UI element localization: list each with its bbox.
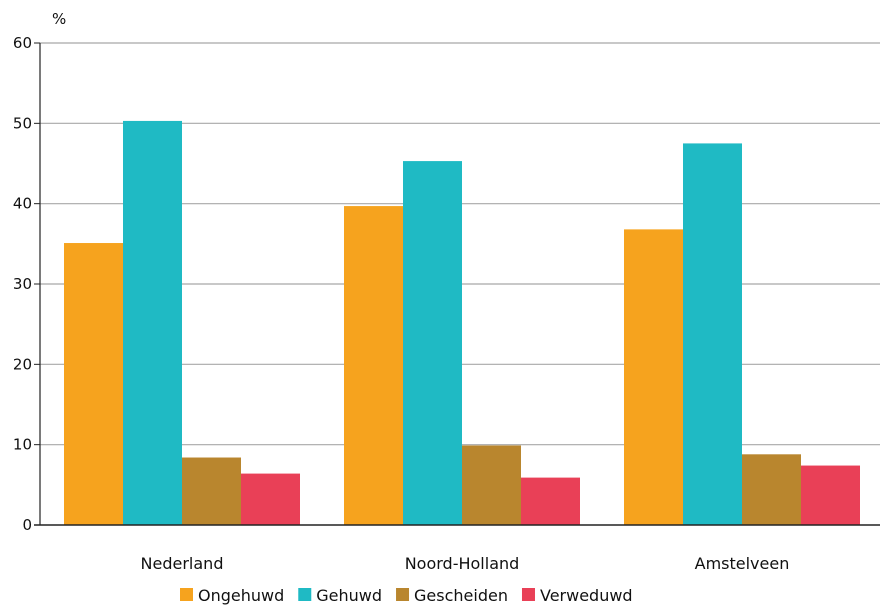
- x-tick-label: Nederland: [141, 554, 224, 573]
- bar-gescheiden-nederland: [182, 457, 241, 525]
- bar-verweduwd-nederland: [241, 473, 300, 525]
- bars: [64, 120, 860, 525]
- bar-gehuwd-amstelveen: [683, 143, 742, 525]
- legend-swatch-verweduwd: [521, 588, 535, 601]
- legend-label-verweduwd: Verweduwd: [540, 586, 633, 605]
- bar-gehuwd-noord-holland: [403, 161, 462, 525]
- legend: Ongehuwd Gehuwd Gescheiden Verweduwd: [180, 586, 633, 605]
- x-axis: Nederland Noord-Holland Amstelveen: [34, 43, 880, 573]
- y-axis-ticks: 0 10 20 30 40 50 60: [13, 34, 40, 534]
- y-tick-label: 50: [13, 114, 32, 132]
- legend-label-gehuwd: Gehuwd: [316, 586, 382, 605]
- bar-verweduwd-noord-holland: [521, 477, 580, 525]
- bar-gescheiden-amstelveen: [742, 454, 801, 525]
- y-tick-label: 0: [22, 516, 32, 534]
- x-tick-label: Noord-Holland: [405, 554, 520, 573]
- y-tick-label: 40: [13, 195, 32, 213]
- y-tick-label: 60: [13, 34, 32, 52]
- bar-gehuwd-nederland: [123, 120, 182, 525]
- legend-label-ongehuwd: Ongehuwd: [198, 586, 284, 605]
- x-tick-label: Amstelveen: [695, 554, 790, 573]
- legend-label-gescheiden: Gescheiden: [414, 586, 508, 605]
- bar-verweduwd-amstelveen: [801, 465, 860, 525]
- bar-gescheiden-noord-holland: [462, 445, 521, 525]
- bar-ongehuwd-amstelveen: [624, 229, 683, 525]
- y-tick-label: 20: [13, 355, 32, 373]
- legend-swatch-gescheiden: [396, 588, 410, 601]
- bar-ongehuwd-nederland: [64, 243, 123, 525]
- bar-ongehuwd-noord-holland: [344, 206, 403, 525]
- y-tick-label: 10: [13, 436, 32, 454]
- legend-swatch-ongehuwd: [180, 588, 193, 601]
- legend-swatch-gehuwd: [298, 588, 312, 601]
- y-tick-label: 30: [13, 275, 32, 293]
- y-axis-label: %: [52, 10, 66, 28]
